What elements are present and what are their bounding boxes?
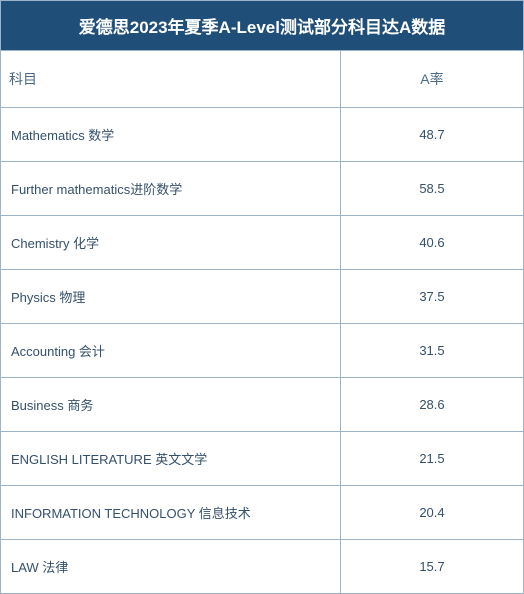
data-table: 爱德思2023年夏季A-Level测试部分科目达A数据 科目 A率 Mathem… xyxy=(0,0,524,594)
title-row: 爱德思2023年夏季A-Level测试部分科目达A数据 xyxy=(1,1,524,51)
subject-cell: ENGLISH LITERATURE 英文文学 xyxy=(1,432,341,486)
rate-cell: 28.6 xyxy=(340,378,523,432)
rate-cell: 15.7 xyxy=(340,540,523,594)
rate-cell: 31.5 xyxy=(340,324,523,378)
table-row: INFORMATION TECHNOLOGY 信息技术20.4 xyxy=(1,486,524,540)
header-subject: 科目 xyxy=(1,51,341,108)
subject-cell: Physics 物理 xyxy=(1,270,341,324)
table-row: Mathematics 数学48.7 xyxy=(1,108,524,162)
subject-cell: LAW 法律 xyxy=(1,540,341,594)
subject-cell: Chemistry 化学 xyxy=(1,216,341,270)
header-rate: A率 xyxy=(340,51,523,108)
table-row: Physics 物理37.5 xyxy=(1,270,524,324)
rate-cell: 58.5 xyxy=(340,162,523,216)
rate-cell: 21.5 xyxy=(340,432,523,486)
subject-cell: Accounting 会计 xyxy=(1,324,341,378)
table-row: Chemistry 化学40.6 xyxy=(1,216,524,270)
subject-cell: Further mathematics进阶数学 xyxy=(1,162,341,216)
header-row: 科目 A率 xyxy=(1,51,524,108)
rate-cell: 40.6 xyxy=(340,216,523,270)
table-title: 爱德思2023年夏季A-Level测试部分科目达A数据 xyxy=(1,1,524,51)
table-row: ENGLISH LITERATURE 英文文学21.5 xyxy=(1,432,524,486)
subject-cell: Business 商务 xyxy=(1,378,341,432)
subject-cell: Mathematics 数学 xyxy=(1,108,341,162)
table-row: LAW 法律15.7 xyxy=(1,540,524,594)
subject-cell: INFORMATION TECHNOLOGY 信息技术 xyxy=(1,486,341,540)
rate-cell: 37.5 xyxy=(340,270,523,324)
table-row: Further mathematics进阶数学58.5 xyxy=(1,162,524,216)
rate-cell: 48.7 xyxy=(340,108,523,162)
table-row: Business 商务28.6 xyxy=(1,378,524,432)
rate-cell: 20.4 xyxy=(340,486,523,540)
table-row: Accounting 会计31.5 xyxy=(1,324,524,378)
